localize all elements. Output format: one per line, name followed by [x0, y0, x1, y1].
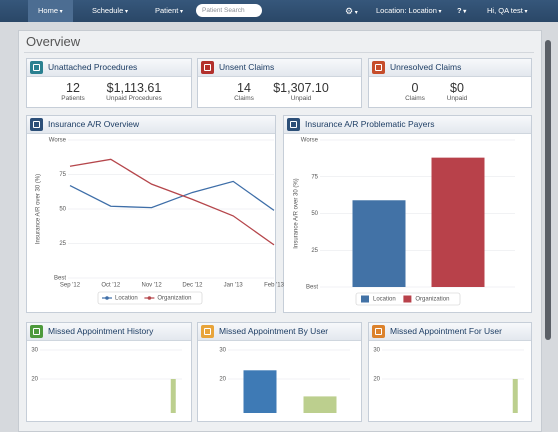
stat: $1,307.10 Unpaid	[261, 81, 341, 102]
panel-title: Missed Appointment For User	[390, 326, 502, 336]
panel-title: Missed Appointment By User	[219, 326, 329, 336]
panel-header: Insurance A/R Overview	[27, 116, 275, 134]
card[interactable]: Unattached Procedures 12 Patients $1,113.…	[26, 58, 192, 108]
panel-header: Missed Appointment For User	[369, 323, 531, 341]
chart-panel: Insurance A/R Overview	[26, 115, 276, 313]
stat-value: 14	[237, 81, 251, 95]
panel-icon	[30, 325, 43, 338]
card-icon	[201, 61, 214, 74]
settings-icon[interactable]: ⚙	[345, 0, 358, 22]
chart-panel: Missed Appointment History	[26, 322, 192, 422]
stat: 14 Claims	[204, 81, 284, 102]
stat-value: 12	[66, 81, 80, 95]
page: Home Schedule Patient Patient Search ⚙ L…	[0, 0, 558, 413]
panel-title: Insurance A/R Overview	[48, 119, 140, 129]
card-header: Unattached Procedures	[27, 59, 191, 77]
stat-label: Claims	[234, 95, 254, 102]
card-header: Unresolved Claims	[369, 59, 531, 77]
card-header: Unsent Claims	[198, 59, 361, 77]
card-title: Unresolved Claims	[390, 62, 462, 72]
panel-icon	[287, 118, 300, 131]
stat: $0 Unpaid	[417, 81, 497, 102]
panel-header: Insurance A/R Problematic Payers	[284, 116, 531, 134]
card-icon	[30, 61, 43, 74]
panel-icon	[372, 325, 385, 338]
panel-header: Missed Appointment By User	[198, 323, 361, 341]
stat: $1,113.61 Unpaid Procedures	[94, 81, 174, 102]
scrollbar[interactable]	[545, 40, 551, 340]
panel-icon	[201, 325, 214, 338]
stat-value: $1,113.61	[106, 81, 162, 95]
card[interactable]: Unsent Claims 14 Claims $1,307.10 Unpaid	[197, 58, 362, 108]
help-icon[interactable]: ?	[457, 0, 466, 22]
stat: 0 Claims	[375, 81, 455, 102]
chart-panel: Missed Appointment For User	[368, 322, 532, 422]
card-icon	[372, 61, 385, 74]
stat-label: Unpaid	[290, 95, 312, 102]
title-rule	[24, 52, 534, 53]
page-title: Overview	[26, 34, 81, 49]
panel-title: Missed Appointment History	[48, 326, 154, 336]
card-title: Unattached Procedures	[48, 62, 138, 72]
card[interactable]: Unresolved Claims 0 Claims $0 Unpaid	[368, 58, 532, 108]
nav-home-label: Home	[38, 6, 59, 15]
nav-location[interactable]: Location: Location	[376, 0, 442, 22]
chart-panel: Missed Appointment By User	[197, 322, 362, 422]
nav-bar: Home Schedule Patient Patient Search ⚙ L…	[0, 0, 558, 22]
nav-home[interactable]: Home	[28, 0, 73, 22]
nav-patient[interactable]: Patient	[155, 0, 183, 22]
panel-title: Insurance A/R Problematic Payers	[305, 119, 435, 129]
stat-label: Patients	[61, 95, 85, 102]
card-title: Unsent Claims	[219, 62, 275, 72]
stat-label: Unpaid	[446, 95, 468, 102]
chart-panel: Insurance A/R Problematic Payers	[283, 115, 532, 313]
stat-value: 0	[411, 81, 419, 95]
stat-value: $1,307.10	[273, 81, 329, 95]
panel-icon	[30, 118, 43, 131]
patient-search[interactable]: Patient Search	[196, 4, 262, 17]
panel-header: Missed Appointment History	[27, 323, 191, 341]
stat: 12 Patients	[33, 81, 113, 102]
stat-value: $0	[450, 81, 464, 95]
nav-user[interactable]: Hi, QA test	[487, 0, 528, 22]
nav-schedule[interactable]: Schedule	[92, 0, 128, 22]
stat-label: Claims	[405, 95, 425, 102]
stat-label: Unpaid Procedures	[106, 95, 162, 102]
